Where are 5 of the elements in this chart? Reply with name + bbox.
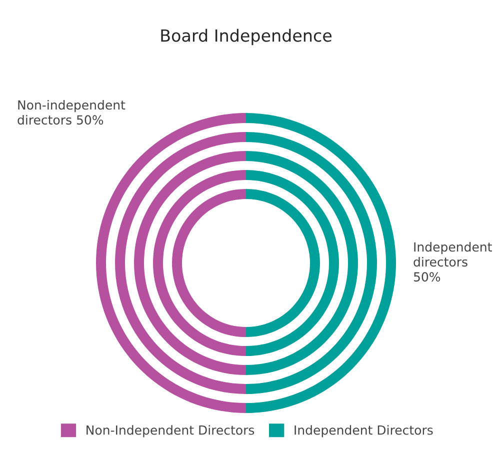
legend-label: Non-Independent Directors [86, 425, 254, 438]
chart-title: Board Independence [161, 28, 332, 46]
legend-label: Independent Directors [294, 425, 433, 438]
text: Non-independent directors 50% [18, 100, 126, 125]
text: Independent directors 50% [414, 242, 492, 282]
